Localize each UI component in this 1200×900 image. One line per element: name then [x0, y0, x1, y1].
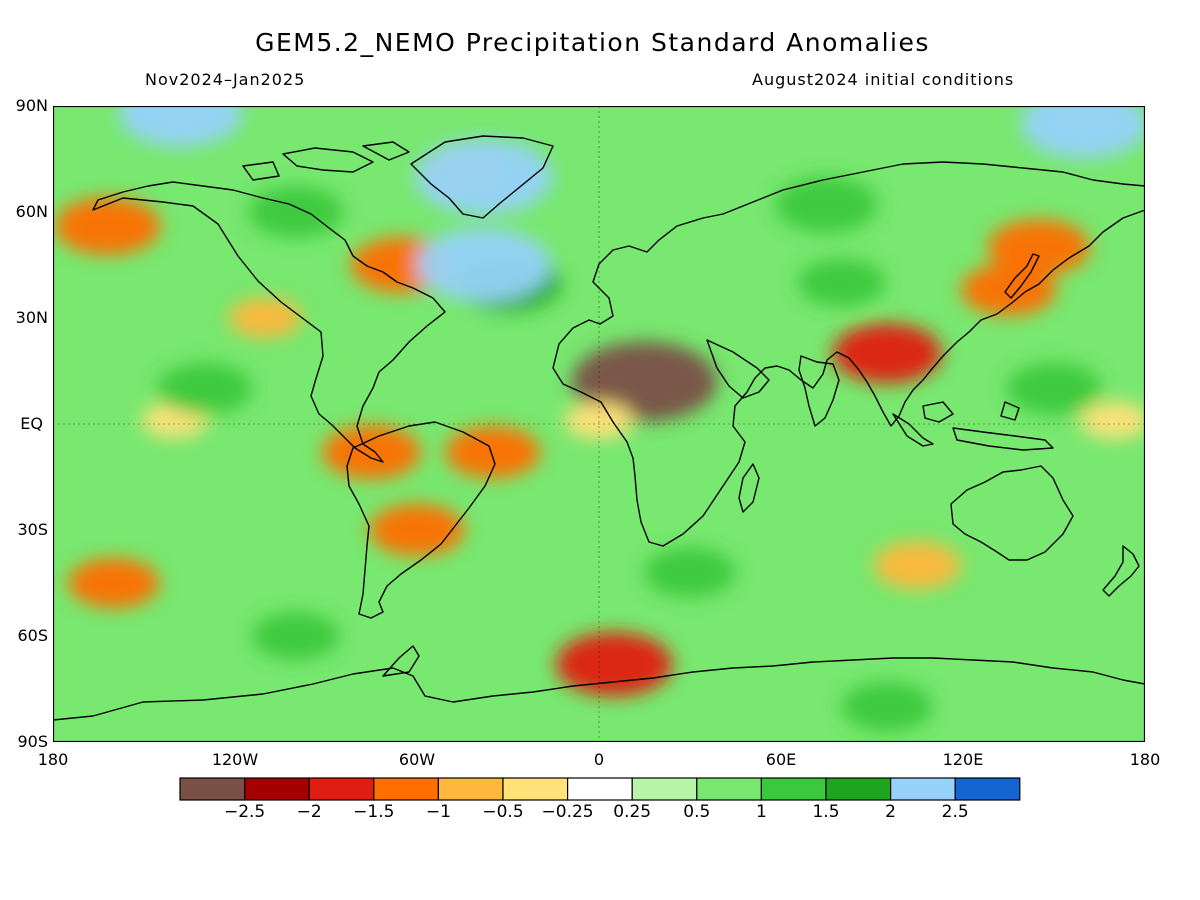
coast-antarctic-peninsula [382, 645, 420, 677]
anomaly-blob [416, 228, 552, 302]
lat-label-60s: 60S [17, 626, 48, 645]
coast-arabia [706, 339, 770, 399]
lon-label-120w: 120W [211, 750, 259, 769]
colorbar-swatch [308, 777, 375, 801]
lon-label-180e: 180 [1129, 750, 1161, 769]
colorbar-swatch [760, 777, 827, 801]
anomaly-blob [960, 263, 1057, 316]
anomaly-blob [228, 298, 303, 338]
coast-greenland [410, 135, 554, 219]
lat-label-30n: 30N [15, 308, 48, 327]
colorbar-label: −1.5 [353, 802, 395, 822]
anomaly-blob [775, 176, 878, 233]
map-frame [53, 106, 1145, 742]
lat-label-60n: 60N [15, 202, 48, 221]
colorbar-label: −1 [425, 802, 451, 822]
lat-label-90s: 90S [17, 732, 48, 751]
coast-eurasia-africa [552, 161, 1145, 547]
anomaly-blob [873, 541, 962, 590]
coast-japan [1004, 253, 1040, 299]
lon-label-60e: 60E [765, 750, 797, 769]
colorbar-swatch [889, 777, 956, 801]
anomaly-blob [1006, 362, 1102, 415]
colorbar [179, 777, 1021, 801]
coast-antarctica [53, 657, 1145, 742]
colorbar-label: 2.5 [941, 802, 969, 822]
colorbar-swatch [567, 777, 633, 801]
coastlines [53, 135, 1145, 742]
coast-north-america [92, 181, 446, 463]
colorbar-swatch [954, 777, 1021, 801]
coast-new-zealand [1102, 545, 1140, 597]
colorbar-label: −2.5 [223, 802, 266, 822]
lon-label-120e: 120E [942, 750, 984, 769]
anomaly-blob [445, 426, 541, 479]
anomaly-blob [1020, 106, 1145, 159]
forecast-period: Nov2024–Jan2025 [145, 70, 306, 89]
colorbar-swatch [502, 777, 569, 801]
anomaly-blob [251, 612, 340, 660]
anomaly-blob [369, 504, 465, 556]
colorbar-swatch [373, 777, 440, 801]
coast-india [798, 355, 840, 427]
colorbar-swatch [243, 777, 310, 801]
colorbar-swatch [179, 777, 246, 801]
anomaly-blob [54, 197, 161, 256]
anomaly-blob [248, 186, 344, 238]
anomaly-blob [644, 547, 736, 598]
colorbar-label: 0.5 [683, 802, 711, 822]
lat-label-30s: 30S [17, 520, 48, 539]
anomaly-blob [1079, 401, 1145, 440]
coast-australia [950, 465, 1074, 561]
colorbar-label: −0.25 [541, 802, 594, 822]
anomaly-blob [832, 323, 942, 384]
anomaly-blob [67, 558, 160, 608]
colorbar-label: 0.25 [613, 802, 652, 822]
anomaly-blob [118, 106, 243, 148]
anomaly-map [53, 106, 1145, 742]
colorbar-swatch [437, 777, 504, 801]
map-title: GEM5.2_NEMO Precipitation Standard Anoma… [255, 28, 930, 57]
lon-label-0: 0 [593, 750, 605, 769]
colorbar-swatch [825, 777, 892, 801]
lat-label-eq: EQ [20, 414, 43, 433]
lon-label-60w: 60W [398, 750, 436, 769]
lon-label-180w: 180 [37, 750, 69, 769]
coast-madagascar [738, 463, 760, 513]
coast-indonesia [892, 401, 1054, 451]
colorbar-label: −0.5 [482, 802, 524, 822]
anomaly-blob [322, 425, 421, 480]
anomaly-blob [157, 362, 253, 415]
colorbar-label: 1.5 [812, 802, 840, 822]
colorbar-label: −2 [296, 802, 322, 822]
colorbar-swatch [631, 777, 698, 801]
colorbar-label: 2 [885, 802, 896, 822]
anomaly-blob [797, 258, 886, 307]
colorbar-label: 1 [755, 802, 767, 822]
anomaly-blob [555, 632, 673, 697]
initial-conditions: August2024 initial conditions [752, 70, 1015, 89]
graticule [53, 106, 1145, 742]
anomaly-blob [571, 341, 718, 422]
anomaly-blob [564, 401, 634, 440]
coast-arctic-islands [242, 141, 410, 181]
anomaly-blob [841, 681, 933, 732]
anomaly-blob [414, 138, 553, 215]
lat-label-90n: 90N [15, 96, 48, 115]
colorbar-swatch [696, 777, 762, 801]
coast-south-america [346, 421, 496, 619]
